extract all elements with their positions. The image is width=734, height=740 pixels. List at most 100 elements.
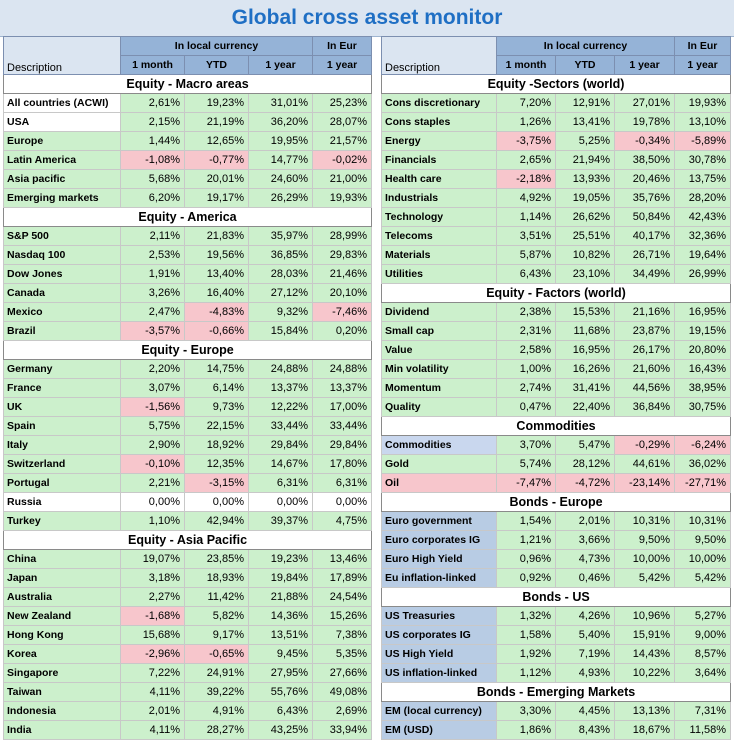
one-year-header: 1 year bbox=[613, 55, 676, 75]
value-cell: 36,85% bbox=[247, 245, 314, 265]
value-cell: 24,60% bbox=[247, 169, 314, 189]
value-cell: 18,93% bbox=[184, 568, 249, 588]
row-label: Euro government bbox=[381, 511, 497, 531]
value-cell: 19,23% bbox=[247, 549, 314, 569]
table-row: Japan 3,18% 18,93% 19,84% 17,89% bbox=[3, 568, 373, 588]
value-cell: 2,38% bbox=[496, 302, 556, 322]
value-cell: 35,97% bbox=[247, 226, 314, 246]
value-cell: 13,75% bbox=[674, 169, 732, 189]
value-cell: 2,20% bbox=[120, 359, 185, 379]
value-cell: 21,00% bbox=[312, 169, 373, 189]
value-cell: 7,38% bbox=[312, 625, 373, 645]
right-table: Description In local currency In Eur 1 m… bbox=[380, 36, 732, 740]
one-year-eur-header: 1 year bbox=[312, 55, 373, 75]
section-header: Bonds - Europe bbox=[380, 492, 732, 512]
value-cell: 28,27% bbox=[184, 720, 249, 740]
value-cell: 19,56% bbox=[184, 245, 249, 265]
value-cell: 14,77% bbox=[247, 150, 314, 170]
value-cell: 5,87% bbox=[496, 245, 556, 265]
value-cell: 19,17% bbox=[184, 188, 249, 208]
value-cell: 16,43% bbox=[674, 359, 732, 379]
value-cell: -2,18% bbox=[496, 169, 556, 189]
value-cell: 29,84% bbox=[247, 435, 314, 455]
value-cell: 23,85% bbox=[184, 549, 249, 569]
value-cell: 11,58% bbox=[674, 720, 732, 740]
table-row: US High Yield 1,92% 7,19% 14,43% 8,57% bbox=[381, 644, 732, 664]
value-cell: 10,96% bbox=[613, 606, 676, 626]
row-label: Taiwan bbox=[3, 682, 121, 702]
value-cell: 2,01% bbox=[555, 511, 615, 531]
value-cell: 13,13% bbox=[613, 701, 676, 721]
value-cell: 19,64% bbox=[674, 245, 732, 265]
value-cell: 13,93% bbox=[555, 169, 615, 189]
one-month-header: 1 month bbox=[120, 55, 185, 75]
value-cell: 10,31% bbox=[613, 511, 676, 531]
value-cell: 28,07% bbox=[312, 112, 373, 132]
value-cell: 3,70% bbox=[496, 435, 556, 455]
value-cell: 10,22% bbox=[613, 663, 676, 683]
table-row: Nasdaq 100 2,53% 19,56% 36,85% 29,83% bbox=[3, 245, 373, 265]
value-cell: 3,51% bbox=[496, 226, 556, 246]
row-label: Dividend bbox=[381, 302, 497, 322]
local-currency-header: In local currency bbox=[495, 36, 676, 56]
value-cell: 15,68% bbox=[120, 625, 185, 645]
value-cell: 44,61% bbox=[613, 454, 676, 474]
value-cell: 9,45% bbox=[247, 644, 314, 664]
value-cell: 20,46% bbox=[613, 169, 676, 189]
one-year-eur-header: 1 year bbox=[674, 55, 732, 75]
value-cell: -3,57% bbox=[120, 321, 185, 341]
right-panel: Description In local currency In Eur 1 m… bbox=[380, 36, 732, 740]
value-cell: 5,75% bbox=[120, 416, 185, 436]
section-title: Commodities bbox=[380, 416, 732, 436]
table-row: Cons staples 1,26% 13,41% 19,78% 13,10% bbox=[381, 112, 732, 132]
table-row: EM (local currency) 3,30% 4,45% 13,13% 7,31% bbox=[381, 701, 732, 721]
value-cell: 38,95% bbox=[674, 378, 732, 398]
value-cell: 9,17% bbox=[184, 625, 249, 645]
value-cell: 25,51% bbox=[555, 226, 615, 246]
value-cell: 2,65% bbox=[496, 150, 556, 170]
value-cell: 2,53% bbox=[120, 245, 185, 265]
value-cell: 12,22% bbox=[247, 397, 314, 417]
value-cell: 0,47% bbox=[496, 397, 556, 417]
value-cell: 55,76% bbox=[247, 682, 314, 702]
value-cell: 26,62% bbox=[555, 207, 615, 227]
table-row: India 4,11% 28,27% 43,25% 33,94% bbox=[3, 720, 373, 740]
section-title: Bonds - Europe bbox=[380, 492, 732, 512]
value-cell: 19,78% bbox=[613, 112, 676, 132]
row-label: Turkey bbox=[3, 511, 121, 531]
table-row: Brazil -3,57% -0,66% 15,84% 0,20% bbox=[3, 321, 373, 341]
value-cell: 5,40% bbox=[555, 625, 615, 645]
value-cell: 23,10% bbox=[555, 264, 615, 284]
table-row: Hong Kong 15,68% 9,17% 13,51% 7,38% bbox=[3, 625, 373, 645]
section-title: Equity - America bbox=[2, 207, 373, 227]
value-cell: -0,10% bbox=[120, 454, 185, 474]
value-cell: 13,40% bbox=[184, 264, 249, 284]
value-cell: 14,36% bbox=[247, 606, 314, 626]
section-header: Bonds - Emerging Markets bbox=[380, 682, 732, 702]
value-cell: 5,82% bbox=[184, 606, 249, 626]
row-label: Canada bbox=[3, 283, 121, 303]
value-cell: 15,53% bbox=[555, 302, 615, 322]
value-cell: 5,27% bbox=[674, 606, 732, 626]
row-label: Small cap bbox=[381, 321, 497, 341]
row-label: Telecoms bbox=[381, 226, 497, 246]
table-row: France 3,07% 6,14% 13,37% 13,37% bbox=[3, 378, 373, 398]
value-cell: 2,11% bbox=[120, 226, 185, 246]
row-label: Oil bbox=[381, 473, 497, 493]
table-row: Financials 2,65% 21,94% 38,50% 30,78% bbox=[381, 150, 732, 170]
table-row: Mexico 2,47% -4,83% 9,32% -7,46% bbox=[3, 302, 373, 322]
value-cell: 6,43% bbox=[496, 264, 556, 284]
table-row: Singapore 7,22% 24,91% 27,95% 27,66% bbox=[3, 663, 373, 683]
row-label: USA bbox=[3, 112, 121, 132]
value-cell: 15,91% bbox=[613, 625, 676, 645]
value-cell: 1,12% bbox=[496, 663, 556, 683]
value-cell: 15,26% bbox=[312, 606, 373, 626]
value-cell: -3,15% bbox=[184, 473, 249, 493]
table-row: Small cap 2,31% 11,68% 23,87% 19,15% bbox=[381, 321, 732, 341]
table-row: Oil -7,47% -4,72% -23,14% -27,71% bbox=[381, 473, 732, 493]
value-cell: 19,93% bbox=[312, 188, 373, 208]
value-cell: 7,31% bbox=[674, 701, 732, 721]
value-cell: 16,26% bbox=[555, 359, 615, 379]
table-row: Telecoms 3,51% 25,51% 40,17% 32,36% bbox=[381, 226, 732, 246]
value-cell: 16,40% bbox=[184, 283, 249, 303]
